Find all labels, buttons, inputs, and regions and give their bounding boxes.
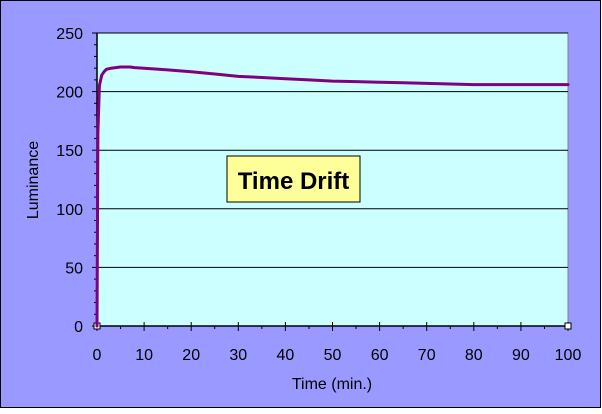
x-tick-label-20: 20	[182, 347, 200, 364]
x-tick-label-10: 10	[135, 347, 153, 364]
x-tick-label-50: 50	[324, 347, 342, 364]
x-axis-label: Time (min.)	[292, 376, 372, 393]
x-tick-label-100: 100	[555, 347, 582, 364]
series-line-0	[95, 65, 570, 328]
y-tick-label-0: 0	[74, 319, 83, 336]
x-tick-label-80: 80	[465, 347, 483, 364]
tick-labels: 0 50 100 150 200 250 0 10 20 30 40 50 60 70 80 90 100	[56, 26, 581, 364]
axis-end-marker	[564, 322, 572, 330]
x-tick-label-70: 70	[418, 347, 436, 364]
x-tick-label-40: 40	[277, 347, 295, 364]
x-tick-label-90: 90	[512, 347, 530, 364]
y-tick-label-50: 50	[65, 260, 83, 277]
chart-title: Time Drift	[238, 168, 350, 195]
x-tick-label-30: 30	[229, 347, 247, 364]
x-tick-label-0: 0	[93, 347, 102, 364]
title-box	[226, 155, 361, 203]
chart-title-box: Time Drift	[226, 155, 361, 203]
y-tick-label-250: 250	[56, 26, 83, 43]
x-tick-label-60: 60	[371, 347, 389, 364]
series-group	[95, 65, 570, 328]
y-tick-label-150: 150	[56, 143, 83, 160]
y-tick-label-200: 200	[56, 85, 83, 102]
y-axis-label: Luminance	[25, 141, 42, 219]
gridlines	[97, 32, 568, 268]
y-tick-label-100: 100	[56, 202, 83, 219]
